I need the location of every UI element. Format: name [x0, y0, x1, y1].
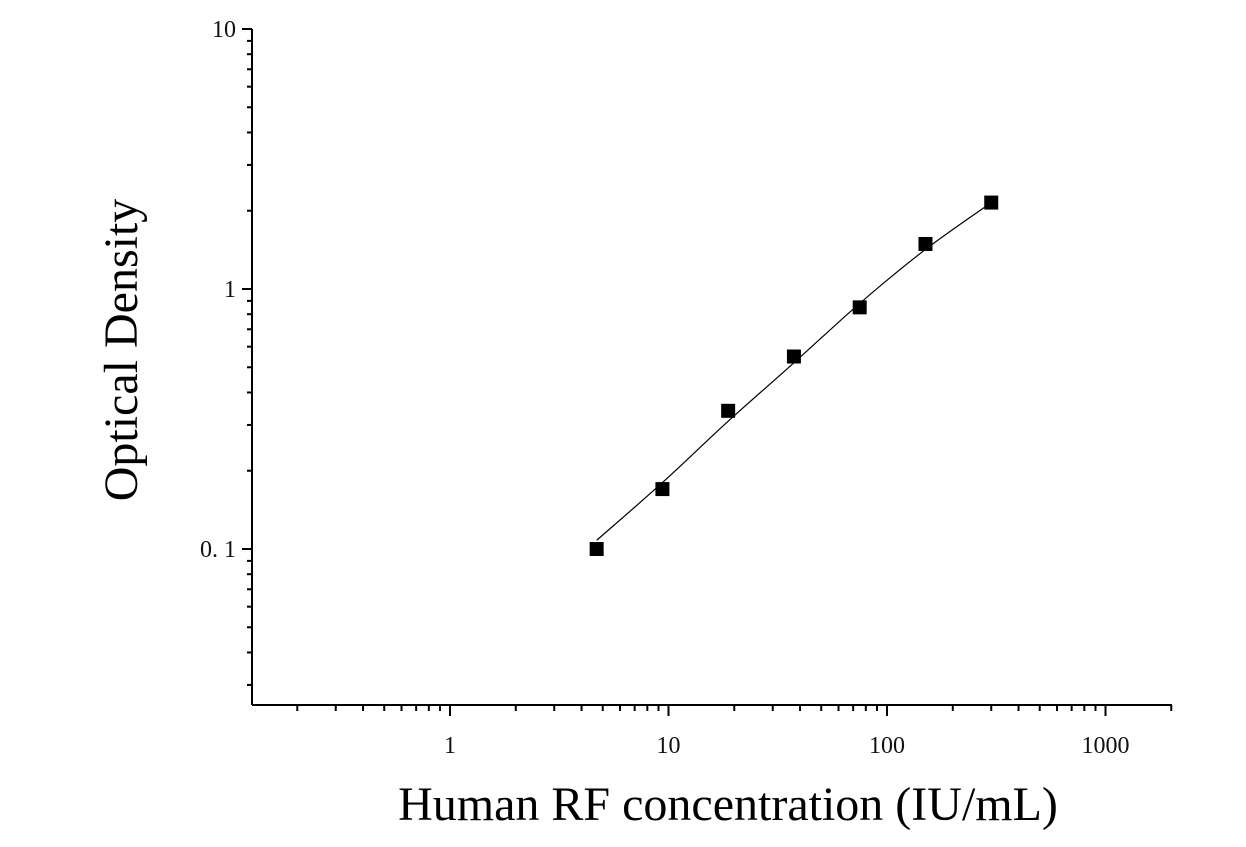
- y-tick-label: 1: [224, 277, 236, 303]
- x-axis-major-ticks: [449, 705, 1107, 716]
- y-tick-label: 10: [212, 17, 236, 43]
- y-axis-major-ticks: [242, 28, 252, 550]
- y-tick-label: 0. 1: [200, 537, 236, 563]
- data-point: [852, 300, 867, 315]
- x-tick-label: 1: [444, 733, 456, 759]
- x-axis-minor-ticks: [296, 705, 1173, 711]
- data-points: [589, 195, 999, 556]
- y-axis-tick-labels: 0. 1 1 10: [200, 17, 236, 563]
- y-axis-title: Optical Density: [95, 199, 148, 502]
- data-point: [589, 542, 604, 556]
- data-point: [984, 195, 999, 210]
- x-axis-tick-labels: 1 10 100 1000: [444, 733, 1130, 759]
- x-tick-label: 1000: [1082, 733, 1130, 759]
- x-tick-label: 100: [869, 733, 905, 759]
- x-tick-label: 10: [657, 733, 681, 759]
- data-point: [721, 403, 736, 418]
- x-axis-title: Human RF concentration (IU/mL): [398, 778, 1058, 831]
- data-point: [918, 236, 933, 251]
- data-point: [786, 349, 801, 364]
- data-point: [655, 482, 670, 497]
